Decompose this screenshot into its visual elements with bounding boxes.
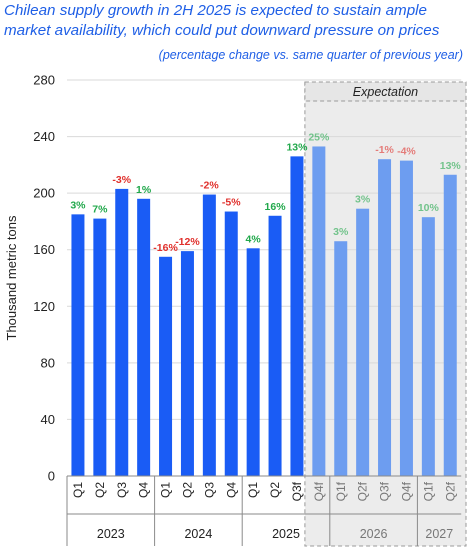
actual-bar	[159, 256, 173, 476]
data-label: 3%	[333, 226, 349, 238]
actual-bar	[202, 194, 216, 477]
data-label: -5%	[222, 197, 241, 209]
x-tick-label: Q2	[268, 482, 282, 498]
actual-bar	[180, 251, 194, 476]
data-label: 13%	[286, 141, 308, 153]
x-tick-label: Q1f	[334, 481, 348, 501]
forecast-bar	[421, 217, 435, 476]
actual-bar	[268, 215, 282, 476]
x-tick-label: Q3f	[290, 481, 304, 501]
forecast-bar	[312, 146, 326, 476]
chart-subtitle: (percentage change vs. same quarter of p…	[158, 48, 463, 62]
x-tick-label: Q2f	[356, 481, 370, 501]
data-label: 3%	[355, 194, 371, 206]
y-tick-label: 240	[33, 129, 55, 144]
year-label: 2023	[97, 527, 125, 541]
year-label: 2024	[184, 527, 212, 541]
data-label: -16%	[153, 242, 178, 254]
y-tick-label: 0	[48, 469, 55, 484]
actual-bar	[93, 218, 107, 476]
actual-bar	[290, 156, 304, 476]
data-label: 4%	[246, 233, 262, 245]
data-label: 13%	[440, 160, 462, 172]
data-label: 25%	[308, 131, 330, 143]
year-label: 2027	[425, 527, 453, 541]
chart-title: Chilean supply growth in 2H 2025 is expe…	[4, 2, 440, 39]
forecast-bar	[356, 208, 370, 476]
data-label: 10%	[418, 202, 440, 214]
x-tick-label: Q1	[159, 482, 173, 498]
x-tick-label: Q4f	[312, 481, 326, 501]
x-tick-label: Q2f	[443, 481, 457, 501]
y-tick-label: 200	[33, 186, 55, 201]
forecast-bar	[334, 241, 348, 476]
actual-bar	[115, 188, 129, 476]
data-label: 16%	[265, 201, 287, 213]
x-tick-label: Q1f	[421, 481, 435, 501]
data-label: -4%	[397, 146, 416, 158]
y-tick-label: 40	[41, 412, 55, 427]
data-label: 7%	[92, 204, 108, 216]
forecast-bar	[399, 160, 413, 476]
data-label: 1%	[136, 184, 152, 196]
x-tick-label: Q4	[137, 482, 151, 498]
data-label: -12%	[175, 236, 200, 248]
data-label: 3%	[70, 199, 86, 211]
x-tick-label: Q4f	[399, 481, 413, 501]
x-tick-label: Q3	[202, 482, 216, 498]
x-tick-label: Q1	[246, 482, 260, 498]
y-tick-label: 80	[41, 355, 55, 370]
actual-bar	[137, 198, 151, 477]
year-label: 2026	[360, 527, 388, 541]
year-label: 2025	[272, 527, 300, 541]
x-tick-label: Q2	[180, 482, 194, 498]
actual-bar	[224, 211, 238, 476]
data-label: -1%	[375, 144, 394, 156]
x-tick-label: Q3f	[378, 481, 392, 501]
expectation-header	[304, 81, 467, 102]
y-axis-label: Thousand metric tons	[4, 215, 19, 341]
y-tick-label: 120	[33, 299, 55, 314]
x-tick-label: Q3	[115, 482, 129, 498]
x-tick-label: Q1	[71, 482, 85, 498]
actual-bar	[71, 214, 85, 476]
data-label: -2%	[200, 180, 219, 192]
y-tick-label: 160	[33, 242, 55, 257]
y-tick-label: 280	[33, 73, 55, 88]
forecast-bar	[378, 159, 392, 476]
expectation-label: Expectation	[353, 85, 418, 99]
actual-bar	[246, 248, 260, 476]
data-label: -3%	[112, 174, 131, 186]
x-tick-label: Q2	[93, 482, 107, 498]
x-tick-label: Q4	[224, 482, 238, 498]
forecast-bar	[443, 174, 457, 476]
